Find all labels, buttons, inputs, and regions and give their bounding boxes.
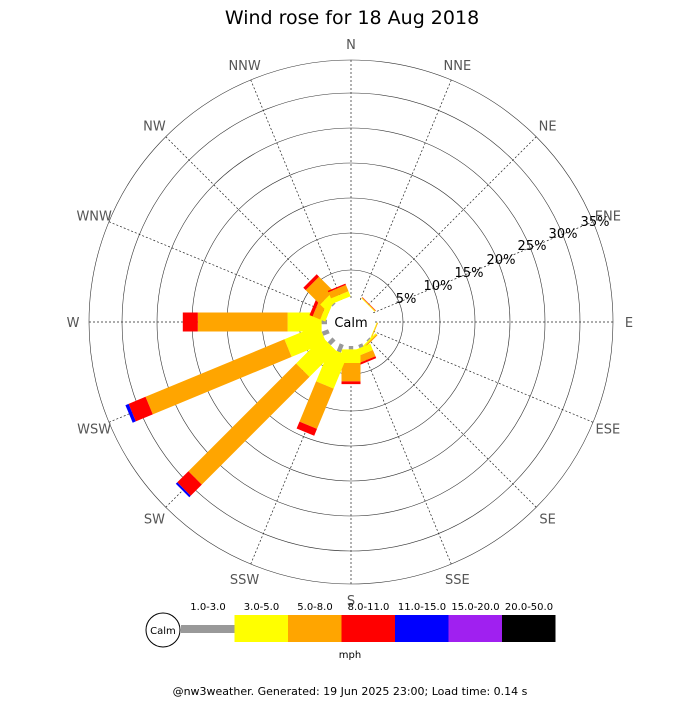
legend-bin-label: 11.0-15.0 (398, 602, 446, 613)
legend-swatch-0 (181, 625, 235, 633)
legend-swatch-4 (395, 615, 449, 642)
wind-bar-wsw-4 (125, 403, 136, 423)
calm-center: Calm (327, 298, 375, 346)
direction-label: SW (144, 513, 165, 528)
legend-bin-label: 3.0-5.0 (244, 602, 279, 613)
wind-bar-s-1 (341, 349, 361, 363)
wind-bar-sw-0 (327, 337, 336, 346)
wind-bar-ese-1 (369, 322, 378, 341)
wind-bar-w-1 (287, 312, 322, 332)
wind-bars (125, 274, 379, 498)
legend-swatch-1 (234, 615, 288, 642)
wind-bar-se-0 (366, 337, 371, 342)
ring-label: 25% (518, 239, 547, 254)
wind-bar-sse-3 (357, 356, 377, 366)
wind-bar-se-2 (363, 334, 378, 349)
direction-label: E (625, 316, 633, 331)
ring-label: 15% (455, 266, 484, 281)
wind-bar-sw-3 (177, 471, 202, 496)
footer-text: @nw3weather. Generated: 19 Jun 2025 23:0… (173, 685, 528, 698)
wind-bar-ssw-3 (296, 421, 317, 436)
legend-bin-label: 1.0-3.0 (190, 602, 225, 613)
wind-bar-ese-2 (370, 322, 379, 341)
wind-bar-sw-1 (296, 337, 336, 377)
legend-swatch-2 (288, 615, 342, 642)
ring-label: 20% (487, 253, 516, 268)
calm-circle (327, 298, 375, 346)
legend-swatch-6 (502, 615, 556, 642)
wind-bar-wnw-3 (309, 297, 320, 317)
wind-bar-ssw-0 (336, 343, 344, 353)
calm-label: Calm (334, 316, 367, 331)
ring-label: 30% (549, 227, 578, 242)
legend-bin-label: 8.0-11.0 (348, 602, 390, 613)
wind-bar-wsw-3 (128, 396, 153, 422)
legend-bin-label: 20.0-50.0 (505, 602, 553, 613)
legend-unit: mph (339, 650, 361, 661)
wind-bar-nw-3 (303, 274, 320, 291)
direction-label: ESE (595, 422, 620, 437)
direction-label: WSW (77, 422, 111, 437)
wind-bar-sw-4 (175, 482, 191, 498)
wind-bar-ne-1 (361, 297, 376, 312)
wind-bar-ne-3 (362, 297, 376, 311)
ring-label: 10% (424, 279, 453, 294)
ring-labels: 5% 10%15%20%25%30%35% (396, 215, 610, 307)
wind-bar-sw-2 (188, 363, 310, 485)
direction-label: NNE (444, 59, 472, 74)
wind-bar-s-2 (341, 363, 361, 382)
direction-label: WNW (76, 210, 112, 225)
direction-label: SSE (445, 573, 470, 588)
wind-bar-w-2 (197, 312, 288, 332)
wind-bar-w-3 (182, 312, 198, 332)
ring-label: 5% (396, 292, 417, 307)
direction-label: SSW (230, 573, 260, 588)
direction-label: SE (539, 513, 555, 528)
direction-label: NW (143, 119, 166, 134)
direction-labels: N NNE NE ENE E ESE SE SSE S SSW SW WSW W WNW NW NNW (67, 38, 634, 609)
direction-label: ENE (595, 210, 621, 225)
wind-bar-wsw-2 (145, 339, 292, 415)
ring-label: 35% (581, 215, 610, 230)
legend-swatch-5 (448, 615, 502, 642)
chart-title: Wind rose for 18 Aug 2018 (225, 7, 479, 29)
legend-swatch-3 (341, 615, 395, 642)
direction-label: NE (539, 119, 557, 134)
direction-label: N (346, 38, 356, 53)
legend-bin-label: 5.0-8.0 (297, 602, 332, 613)
direction-label: W (67, 316, 80, 331)
direction-label: NNW (228, 59, 260, 74)
wind-bar-s-3 (341, 381, 361, 385)
wind-bar-ssw-1 (316, 348, 348, 389)
wind-bar-s-0 (348, 346, 354, 350)
wind-bar-ssw-2 (299, 381, 334, 429)
legend-calm-label: Calm (150, 626, 176, 637)
wind-bar-nnw-3 (327, 283, 346, 293)
wind-bar-w-0 (321, 319, 327, 325)
legend-calm-circle (145, 612, 181, 648)
wind-bar-se-1 (362, 333, 377, 348)
direction-label: S (347, 594, 355, 609)
speed-legend: Calm 1.0-3.0 3.0-5.0 5.0-8.0 8.0-11.0 11.0-15… (145, 602, 556, 661)
wind-bar-nw-2 (305, 276, 334, 305)
wind-bar-nnw-2 (328, 284, 349, 299)
wind-bar-nw-0 (331, 302, 336, 307)
wind-bar-wsw-0 (321, 329, 330, 336)
legend-bin-label: 15.0-20.0 (451, 602, 499, 613)
wind-bar-nnw-1 (331, 291, 351, 304)
wind-bar-ne-2 (361, 297, 376, 312)
wind-bar-sse-0 (358, 343, 364, 349)
wind-bar-wsw-1 (284, 325, 327, 357)
